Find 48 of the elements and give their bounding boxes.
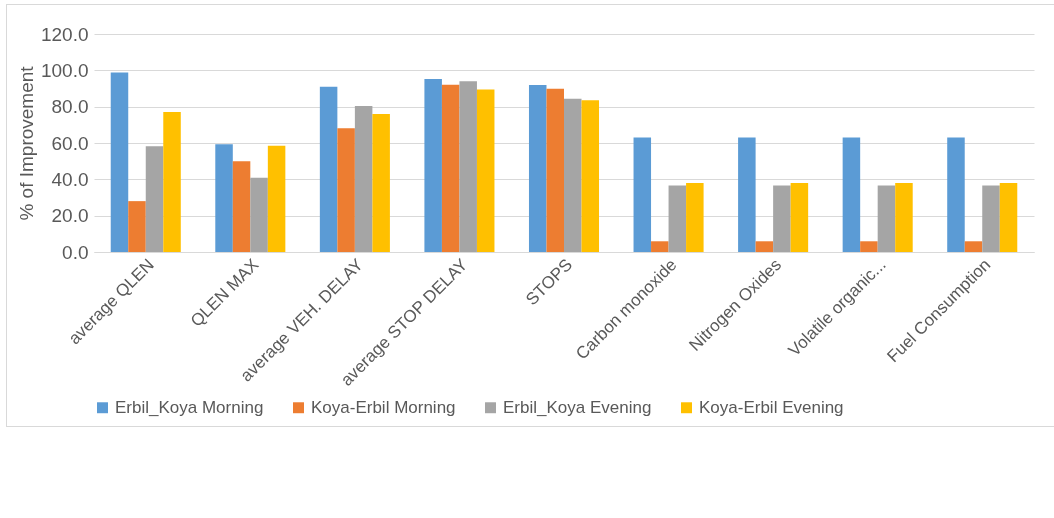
- bar: [773, 185, 791, 252]
- bar: [476, 89, 495, 252]
- legend-label: Erbil_Koya Morning: [115, 397, 264, 417]
- bar: [633, 137, 652, 252]
- y-tick-label: 0.0: [62, 241, 89, 263]
- bar: [267, 145, 286, 252]
- bar: [877, 185, 896, 252]
- bar: [424, 79, 442, 252]
- y-tick-label: 120.0: [40, 23, 89, 45]
- bar: [651, 241, 669, 252]
- bar: [668, 185, 687, 252]
- bar: [564, 98, 582, 252]
- y-tick-label: 40.0: [51, 168, 89, 190]
- bar: [895, 182, 913, 252]
- bar: [842, 137, 861, 252]
- bar: [110, 72, 129, 252]
- bar: [128, 201, 146, 252]
- bar: [337, 128, 355, 252]
- y-axis-title: % of Improvement: [15, 65, 37, 221]
- bar: [982, 185, 1000, 252]
- bar: [232, 161, 251, 252]
- y-tick-label: 60.0: [51, 132, 89, 154]
- y-tick-label: 80.0: [51, 96, 89, 118]
- bar: [581, 100, 600, 252]
- legend-label: Koya-Erbil Evening: [699, 397, 844, 417]
- bar: [215, 144, 233, 252]
- bar: [546, 88, 564, 252]
- bar: [459, 81, 477, 252]
- legend-label: Koya-Erbil Morning: [311, 397, 456, 417]
- bar: [964, 241, 983, 252]
- bar: [999, 182, 1018, 252]
- bar: [738, 137, 756, 252]
- bar: [441, 84, 460, 252]
- legend-label: Erbil_Koya Evening: [503, 397, 652, 417]
- bar: [790, 182, 809, 252]
- bar: [250, 177, 268, 252]
- bar: [163, 112, 181, 252]
- y-tick-label: 20.0: [51, 205, 89, 227]
- y-tick-label: 100.0: [40, 59, 89, 81]
- bar: [947, 137, 965, 252]
- bar: [755, 241, 774, 252]
- bar: [860, 241, 878, 252]
- bar: [528, 85, 547, 252]
- bar: [686, 182, 704, 252]
- bar: [145, 146, 164, 252]
- bar: [372, 113, 390, 252]
- bar: [354, 105, 373, 252]
- bar: [319, 86, 338, 252]
